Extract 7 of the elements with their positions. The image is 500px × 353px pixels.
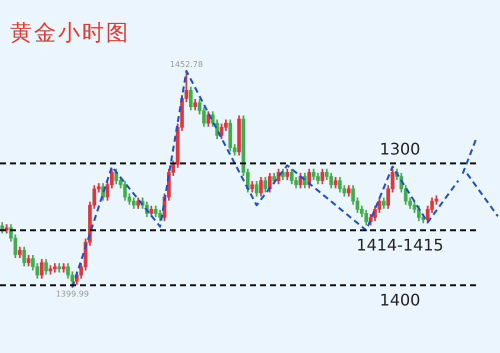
ref-line-label: 1400 [380, 290, 420, 310]
ref-line-label: 1414-1415 [356, 235, 444, 254]
text: 黄金小时图 [10, 20, 130, 48]
annotation: 1452.78 [170, 60, 203, 69]
annotation: 1300 [380, 140, 420, 159]
annotation: 1399.99 [56, 289, 89, 298]
candlestick [48, 265, 52, 275]
